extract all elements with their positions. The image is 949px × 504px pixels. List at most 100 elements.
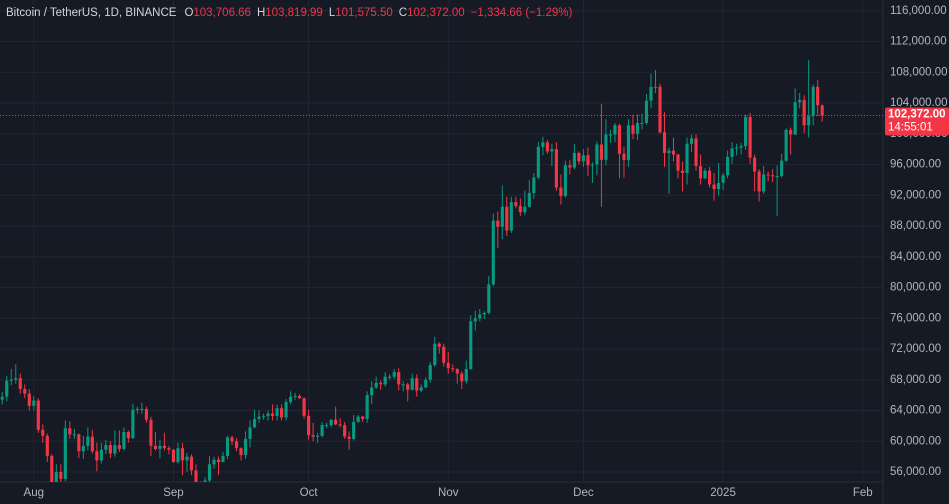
candle-body	[491, 220, 495, 285]
ohlc-value: 103,706.66	[193, 7, 251, 19]
candle-body	[667, 150, 671, 153]
candle-body	[771, 175, 775, 177]
candle-body	[807, 116, 811, 126]
x-tick-label: Oct	[300, 487, 319, 499]
candle-body	[153, 445, 158, 449]
candle-body	[509, 202, 513, 231]
header: Bitcoin / TetherUS, 1D, BINANCE O103,706.…	[6, 7, 573, 19]
candle-body	[27, 393, 31, 406]
grid	[0, 0, 884, 504]
candle-body	[685, 143, 689, 173]
candle-body	[626, 125, 631, 160]
y-tick-label: 72,000.00	[890, 343, 941, 355]
ohlc-value: 103,819.99	[265, 7, 323, 19]
ohlc-key: O	[184, 7, 193, 19]
ohlc-value: 101,575.50	[335, 7, 393, 19]
candle-body	[68, 428, 72, 435]
candle-body	[581, 155, 585, 162]
candle-body	[577, 152, 581, 162]
candle-body	[32, 400, 36, 406]
candle-body	[41, 429, 45, 436]
candle-body	[338, 424, 342, 426]
candle-body	[325, 425, 329, 427]
y-tick-label: 92,000.00	[890, 189, 941, 201]
symbol: Bitcoin / TetherUS, 1D, BINANCE	[6, 7, 177, 19]
candle-body	[811, 86, 815, 117]
candle-body	[676, 154, 680, 171]
candle-body	[59, 472, 63, 479]
candle-body	[527, 192, 531, 207]
candle-body	[744, 116, 748, 147]
candle-body	[81, 445, 85, 452]
y-tick-label: 60,000.00	[890, 435, 941, 447]
candle-body	[671, 150, 676, 155]
x-tick-label: Nov	[438, 487, 459, 499]
candle-body	[108, 445, 112, 454]
candle-body	[802, 99, 806, 126]
y-tick-label: 68,000.00	[890, 374, 941, 386]
candle-body	[554, 149, 558, 188]
candle-body	[816, 86, 820, 106]
candle-body	[424, 379, 428, 388]
y-tick-label: 64,000.00	[890, 405, 941, 417]
candle-body	[735, 147, 739, 149]
candle-body	[397, 372, 401, 385]
candle-body	[352, 422, 356, 439]
candle-body	[608, 134, 613, 136]
candle-body	[257, 416, 261, 419]
candle-body	[762, 174, 766, 192]
candle-body	[185, 456, 189, 461]
candle-body	[640, 122, 644, 124]
candle-body	[428, 365, 432, 380]
candle-body	[460, 373, 464, 382]
y-tick-label: 96,000.00	[890, 159, 941, 171]
candle-body	[437, 343, 441, 347]
candle-body	[401, 384, 405, 386]
candle-body	[482, 312, 486, 315]
candle-body	[757, 171, 761, 192]
candle-body	[766, 174, 770, 176]
candle-body	[356, 416, 360, 423]
candle-body	[379, 382, 383, 385]
x-tick-label: Feb	[853, 487, 873, 499]
candle-body	[689, 138, 694, 144]
candle-body	[753, 157, 757, 172]
candle-body	[140, 408, 144, 410]
candle-body	[9, 379, 13, 381]
candle-body	[716, 182, 721, 190]
candle-body	[149, 419, 153, 446]
candle-body	[180, 448, 185, 461]
candle-body	[343, 425, 347, 437]
candle-body	[392, 372, 396, 377]
candle-body	[798, 99, 802, 103]
candle-body	[649, 86, 653, 101]
candle-body	[622, 153, 626, 160]
candle-body	[270, 413, 275, 416]
candle-body	[54, 472, 58, 482]
candle-body	[653, 86, 658, 88]
overlay: 56,000.00 60,000.00 64,000.00 68,000.00 72,0…	[0, 5, 949, 499]
candle-body	[361, 416, 365, 419]
y-tick-label: 88,000.00	[890, 220, 941, 232]
x-tick-label: 2025	[710, 487, 736, 499]
candle-body	[261, 415, 266, 417]
candle-body	[189, 456, 194, 471]
candle-body	[72, 434, 76, 436]
candle-body	[334, 419, 338, 425]
candle-body	[451, 368, 455, 370]
candle-body	[225, 437, 230, 456]
candle-body	[388, 376, 392, 378]
candle-body	[775, 176, 779, 178]
candle-body	[789, 129, 793, 135]
candle-body	[307, 415, 311, 436]
candle-body	[374, 382, 378, 388]
candle-body	[406, 384, 410, 390]
change: −1,334.66 (−1.29%)	[471, 7, 573, 19]
candle-body	[266, 413, 270, 416]
candle-body	[604, 134, 608, 160]
candle-body	[320, 425, 324, 436]
x-tick-label: Aug	[24, 487, 44, 499]
y-tick-label: 56,000.00	[890, 466, 941, 478]
candle-body	[694, 138, 698, 167]
